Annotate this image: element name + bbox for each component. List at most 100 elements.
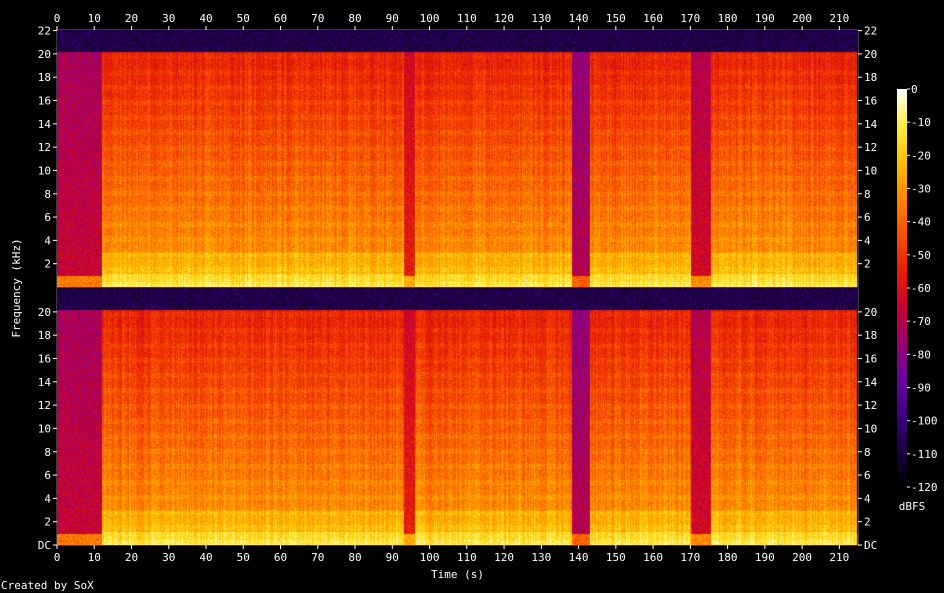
y-tick-label-left: 6 — [44, 211, 51, 224]
y-tick-label-right: 18 — [864, 329, 877, 342]
y-tick-label-right: 22 — [864, 25, 877, 38]
colorbar-tick-label: -60 — [911, 282, 931, 295]
colorbar-tick-label: 0 — [911, 83, 918, 96]
x-tick-label: 140 — [569, 12, 589, 25]
y-tick-label-left: 2 — [44, 258, 51, 271]
y-tick-label-left: 6 — [44, 469, 51, 482]
x-tick-label: 70 — [311, 551, 324, 564]
x-tick-label: 30 — [162, 12, 175, 25]
y-tick-label-left: 10 — [38, 164, 51, 177]
colorbar-tick-label: -30 — [911, 183, 931, 196]
x-tick-label: 20 — [125, 12, 138, 25]
x-tick-label: 210 — [829, 551, 849, 564]
x-tick-label: 160 — [643, 551, 663, 564]
y-axis-label: Frequency (kHz) — [10, 238, 23, 337]
y-tick-label-right: DC — [864, 539, 877, 552]
spectrogram-channel-1 — [57, 30, 858, 287]
x-tick-label: 120 — [494, 551, 514, 564]
x-tick-label: 180 — [718, 12, 738, 25]
y-tick-label-right: 18 — [864, 71, 877, 84]
x-tick-label: 150 — [606, 12, 626, 25]
x-tick-label: 190 — [755, 551, 775, 564]
spectrogram-channel-2 — [57, 288, 858, 545]
colorbar-tick-label: -90 — [911, 382, 931, 395]
x-tick-label: 50 — [237, 551, 250, 564]
y-tick-label-right: 8 — [864, 188, 871, 201]
x-tick-label: 90 — [386, 551, 399, 564]
colorbar-gradient — [897, 89, 907, 487]
colorbar-tick-label: -100 — [911, 415, 938, 428]
y-tick-label-left: 12 — [38, 399, 51, 412]
x-tick-label: 0 — [54, 12, 61, 25]
y-tick-label-right: 14 — [864, 118, 878, 131]
y-tick-label-left: 20 — [38, 48, 51, 61]
x-tick-label: 100 — [420, 12, 440, 25]
y-tick-label-right: 2 — [864, 516, 871, 529]
x-tick-label: 70 — [311, 12, 324, 25]
x-tick-label: 40 — [199, 12, 212, 25]
y-tick-label-right: 20 — [864, 306, 877, 319]
y-tick-label-right: 20 — [864, 48, 877, 61]
x-tick-label: 140 — [569, 551, 589, 564]
x-tick-label: 110 — [457, 551, 477, 564]
y-tick-label-left: 20 — [38, 306, 51, 319]
x-tick-label: 80 — [348, 551, 361, 564]
x-tick-label: 90 — [386, 12, 399, 25]
colorbar-tick-label: -80 — [911, 348, 931, 361]
x-tick-label: 110 — [457, 12, 477, 25]
x-tick-label: 100 — [420, 551, 440, 564]
x-tick-label: 210 — [829, 12, 849, 25]
x-tick-label: 20 — [125, 551, 138, 564]
x-tick-label: 190 — [755, 12, 775, 25]
x-tick-label: 10 — [88, 12, 101, 25]
y-tick-label-right: 4 — [864, 492, 871, 505]
x-tick-label: 80 — [348, 12, 361, 25]
x-tick-label: 130 — [531, 12, 551, 25]
colorbar-label: dBFS — [899, 500, 926, 513]
colorbar: 0 -10 -20 -30 -40 -50 -60 -70 -80 -90 -100 -110 -120 — [897, 83, 938, 494]
x-tick-label: 170 — [680, 12, 700, 25]
colorbar-tick-label: -70 — [911, 315, 931, 328]
x-tick-label: 180 — [718, 551, 738, 564]
y-tick-label-right: 2 — [864, 258, 871, 271]
colorbar-tick-label: -40 — [911, 216, 931, 229]
footer-credit: Created by SoX — [1, 579, 94, 592]
x-tick-label: 30 — [162, 551, 175, 564]
x-tick-label: 150 — [606, 551, 626, 564]
panel-frame — [56, 287, 859, 546]
y-tick-label-right: 6 — [864, 469, 871, 482]
x-axis-label: Time (s) — [431, 568, 484, 581]
y-tick-label-left: 18 — [38, 329, 51, 342]
x-tick-label: 170 — [680, 551, 700, 564]
x-tick-label: 160 — [643, 12, 663, 25]
colorbar-tick-label: -10 — [911, 116, 931, 129]
y-tick-label-right: 8 — [864, 446, 871, 459]
x-tick-label: 130 — [531, 551, 551, 564]
y-tick-label-right: 4 — [864, 234, 871, 247]
y-tick-label-left: 2 — [44, 516, 51, 529]
x-tick-label: 60 — [274, 551, 287, 564]
y-tick-label-right: 16 — [864, 353, 877, 366]
x-tick-label: 40 — [199, 551, 212, 564]
colorbar-tick-label: -50 — [911, 249, 931, 262]
x-tick-label: 60 — [274, 12, 287, 25]
y-tick-label-left: 8 — [44, 188, 51, 201]
y-tick-label-left: DC — [38, 539, 51, 552]
time-axes: 0 0 10 10 20 20 30 30 40 40 50 50 60 60 70 70 80 80 90 90 10… — [54, 12, 850, 564]
x-tick-label: 0 — [54, 551, 61, 564]
y-tick-label-left: 16 — [38, 353, 51, 366]
y-tick-label-right: 16 — [864, 95, 877, 108]
y-tick-label-left: 8 — [44, 446, 51, 459]
y-tick-label-left: 14 — [38, 118, 52, 131]
x-tick-label: 10 — [88, 551, 101, 564]
y-tick-label-left: 22 — [38, 25, 51, 38]
colorbar-tick-label: -110 — [911, 448, 938, 461]
y-tick-label-left: 18 — [38, 71, 51, 84]
y-tick-label-right: 12 — [864, 141, 877, 154]
colorbar-tick-label: -20 — [911, 149, 931, 162]
y-tick-label-left: 12 — [38, 141, 51, 154]
colorbar-tick-label: -120 — [911, 481, 938, 494]
y-tick-label-left: 16 — [38, 95, 51, 108]
